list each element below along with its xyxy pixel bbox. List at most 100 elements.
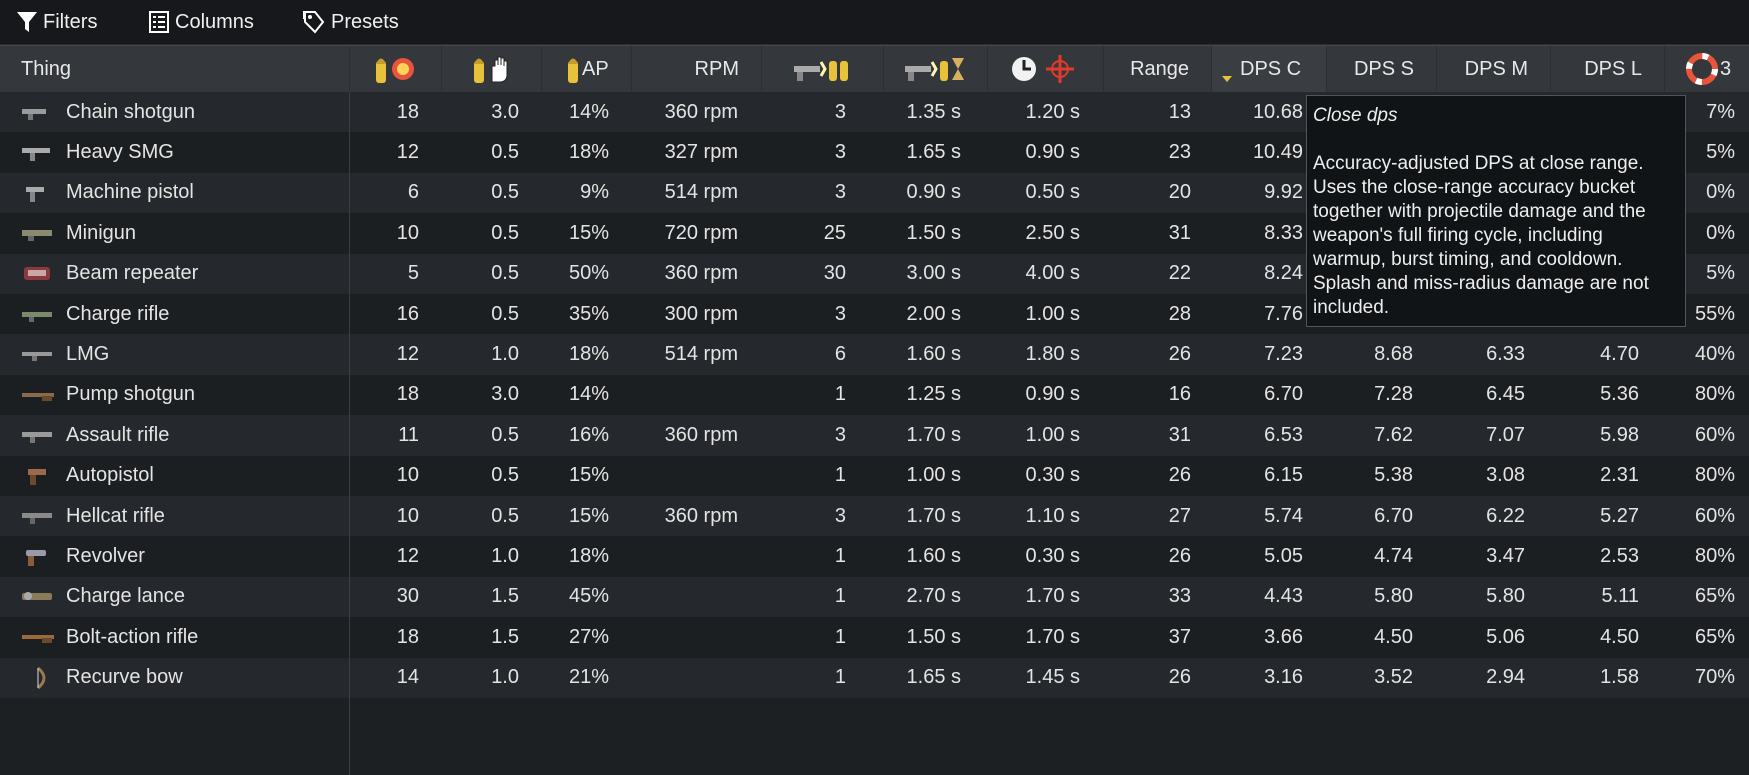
cell-dpsm: 2.94 xyxy=(1486,666,1525,689)
cell-dpsc: 10.68 xyxy=(1252,100,1303,123)
header-dps-s[interactable]: DPS S xyxy=(1326,46,1436,92)
cell-stop: 0.5 xyxy=(491,423,519,446)
table-row[interactable]: Recurve bow 14 1.0 21% 1 1.65 s 1.45 s 26 3.16 3.… xyxy=(0,657,1749,698)
cell-cooldown: 1.25 s xyxy=(906,383,961,406)
header-aim[interactable] xyxy=(987,46,1103,92)
cell-rpm: 360 rpm xyxy=(664,100,738,123)
cell-burst: 3 xyxy=(834,100,846,123)
presets-button[interactable]: Presets xyxy=(302,0,399,44)
cell-burst: 1 xyxy=(834,383,846,406)
table-row[interactable]: LMG 12 1.0 18% 514 rpm 6 1.60 s 1.80 s 26 7.23 8.6… xyxy=(0,334,1749,375)
cell-range: 26 xyxy=(1168,343,1191,366)
cell-range: 26 xyxy=(1168,545,1191,568)
table-row[interactable]: Pump shotgun 18 3.0 14% 1 1.25 s 0.90 s 16 6.70 7… xyxy=(0,374,1749,416)
cell-dpss: 5.80 xyxy=(1374,585,1413,608)
header-range[interactable]: Range xyxy=(1103,46,1211,92)
cell-cooldown: 1.70 s xyxy=(906,423,961,446)
cell-rpm xyxy=(618,536,738,576)
cell-dmg: 10 xyxy=(396,504,419,527)
weapon-thumbnail-icon xyxy=(20,182,56,204)
cell-last: 5% xyxy=(1706,262,1735,285)
cell-aim: 1.80 s xyxy=(1025,343,1080,366)
header-dps-m[interactable]: DPS M xyxy=(1436,46,1550,92)
weapon-name: Autopistol xyxy=(66,464,154,487)
header-thing[interactable]: Thing xyxy=(0,46,349,92)
cell-range: 26 xyxy=(1168,464,1191,487)
header-rpm-label: RPM xyxy=(694,57,739,80)
filters-button[interactable]: Filters xyxy=(16,0,97,44)
cell-dpsc: 6.53 xyxy=(1264,423,1303,446)
cell-aim: 0.90 s xyxy=(1025,383,1080,406)
weapon-thumbnail-icon xyxy=(20,424,56,446)
cell-dpss: 3.52 xyxy=(1374,666,1413,689)
weapon-thumbnail-icon xyxy=(20,222,56,244)
weapon-thumbnail-icon xyxy=(20,384,56,406)
cell-cooldown: 2.70 s xyxy=(906,585,961,608)
weapon-name: Pump shotgun xyxy=(66,383,195,406)
cell-stop: 1.5 xyxy=(491,585,519,608)
header-dps-c[interactable]: DPS C xyxy=(1211,46,1326,92)
table-row[interactable]: Bolt-action rifle 18 1.5 27% 1 1.50 s 1.70 s 37… xyxy=(0,617,1749,658)
clock-crosshair-icon xyxy=(1011,55,1074,83)
table-row[interactable]: Charge lance 30 1.5 45% 1 2.70 s 1.70 s 33 4.43 5… xyxy=(0,576,1749,618)
cell-rpm xyxy=(618,658,738,698)
cell-dpsl: 4.50 xyxy=(1600,625,1639,648)
weapon-name: Assault rifle xyxy=(66,423,170,446)
cell-cooldown: 1.50 s xyxy=(906,625,961,648)
cell-rpm: 514 rpm xyxy=(664,343,738,366)
cell-dmg: 18 xyxy=(396,100,419,123)
header-cooldown[interactable] xyxy=(883,46,987,92)
header-damage[interactable] xyxy=(349,46,441,92)
header-stopping[interactable] xyxy=(441,46,541,92)
columns-button[interactable]: Columns xyxy=(148,0,254,44)
table-row[interactable]: Assault rifle 11 0.5 16% 360 rpm 3 1.70 s 1.00 … xyxy=(0,415,1749,456)
cell-ap: 18% xyxy=(568,141,609,164)
tooltip: Close dps Accuracy-adjusted DPS at close… xyxy=(1306,95,1686,327)
cell-aim: 1.10 s xyxy=(1025,504,1080,527)
header-last[interactable]: 3 xyxy=(1664,46,1749,92)
cell-dpsl: 2.31 xyxy=(1600,464,1639,487)
cell-range: 26 xyxy=(1168,666,1191,689)
header-ap[interactable]: AP xyxy=(541,46,631,92)
cell-dmg: 12 xyxy=(396,343,419,366)
cell-cooldown: 1.65 s xyxy=(906,141,961,164)
cell-last: 70% xyxy=(1694,666,1735,689)
header-dps-l-label: DPS L xyxy=(1584,57,1642,80)
cell-ap: 50% xyxy=(568,262,609,285)
filters-label: Filters xyxy=(43,10,98,33)
header-dps-l[interactable]: DPS L xyxy=(1550,46,1664,92)
cell-dmg: 12 xyxy=(396,141,419,164)
tooltip-body: Accuracy-adjusted DPS at close range. Us… xyxy=(1313,153,1649,318)
cell-last: 55% xyxy=(1694,302,1735,325)
table-header: Thing AP RPM Range DPS C DPS S DPS M DPS… xyxy=(0,45,1749,93)
cell-stop: 0.5 xyxy=(491,464,519,487)
weapon-name: Chain shotgun xyxy=(66,100,195,123)
cell-rpm: 300 rpm xyxy=(664,302,738,325)
table-row[interactable]: Autopistol 10 0.5 15% 1 1.00 s 0.30 s 26 6.15 5.3… xyxy=(0,455,1749,496)
weapon-name: Machine pistol xyxy=(66,181,194,204)
cell-dpsc: 7.76 xyxy=(1264,302,1303,325)
weapon-thumbnail-icon xyxy=(20,545,56,567)
bullet-icon xyxy=(568,58,578,83)
header-rpm[interactable]: RPM xyxy=(631,46,761,92)
cell-stop: 0.5 xyxy=(491,141,519,164)
cell-dmg: 10 xyxy=(396,221,419,244)
cell-aim: 0.30 s xyxy=(1025,545,1080,568)
cell-dpsc: 5.74 xyxy=(1264,504,1303,527)
cell-range: 16 xyxy=(1168,383,1191,406)
cell-stop: 1.0 xyxy=(491,545,519,568)
cell-dpsm: 6.22 xyxy=(1486,504,1525,527)
cell-rpm: 360 rpm xyxy=(664,423,738,446)
cell-stop: 0.5 xyxy=(491,262,519,285)
cell-cooldown: 1.60 s xyxy=(906,545,961,568)
weapon-name: Hellcat rifle xyxy=(66,504,165,527)
cell-dpsc: 8.33 xyxy=(1264,221,1303,244)
cell-cooldown: 1.65 s xyxy=(906,666,961,689)
cell-range: 27 xyxy=(1168,504,1191,527)
table-row[interactable]: Hellcat rifle 10 0.5 15% 360 rpm 3 1.70 s 1.10 … xyxy=(0,496,1749,537)
header-burst[interactable] xyxy=(761,46,883,92)
table-row[interactable]: Revolver 12 1.0 18% 1 1.60 s 0.30 s 26 5.05 4.74 3… xyxy=(0,536,1749,577)
weapon-name: Recurve bow xyxy=(66,666,183,689)
cell-cooldown: 1.70 s xyxy=(906,504,961,527)
cell-dpss: 5.38 xyxy=(1374,464,1413,487)
